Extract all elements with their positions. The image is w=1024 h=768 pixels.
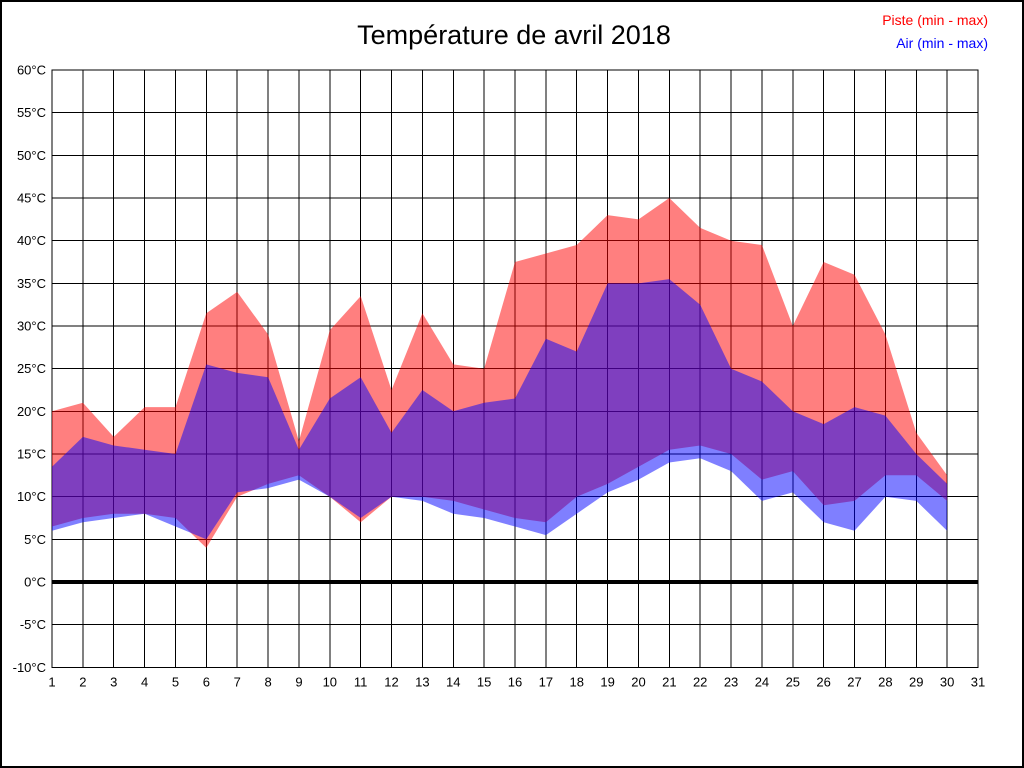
svg-text:5°C: 5°C [24,532,46,547]
svg-text:50°C: 50°C [17,148,46,163]
y-axis-labels: 60°C 55°C 50°C 45°C 40°C 35°C 30°C 25°C 20°C 15°C… [13,63,46,675]
svg-text:3: 3 [110,674,117,689]
svg-text:20: 20 [631,674,645,689]
plot-frame [51,69,979,668]
svg-text:40°C: 40°C [17,233,46,248]
svg-text:24: 24 [755,674,769,689]
legend-air-label: Air (min - max) [896,35,988,51]
svg-text:13: 13 [415,674,429,689]
svg-text:11: 11 [354,674,368,689]
x-axis-labels: 1 2 3 4 5 6 7 8 9 10 11 12 13 14 15 16 17 18 19 20 21 22 23 24 2… [48,674,985,689]
svg-text:9: 9 [295,674,302,689]
svg-text:0°C: 0°C [24,575,46,590]
svg-text:16: 16 [508,674,522,689]
svg-text:-10°C: -10°C [13,660,46,675]
svg-text:31: 31 [971,674,985,689]
svg-text:1: 1 [48,674,55,689]
svg-text:18: 18 [569,674,583,689]
svg-text:12: 12 [384,674,398,689]
svg-text:22: 22 [693,674,707,689]
svg-text:28: 28 [878,674,892,689]
svg-text:14: 14 [446,674,460,689]
svg-text:15°C: 15°C [17,447,46,462]
svg-text:15: 15 [477,674,491,689]
svg-text:21: 21 [662,674,676,689]
svg-text:-5°C: -5°C [20,617,46,632]
svg-text:45°C: 45°C [17,191,46,206]
svg-text:10: 10 [323,674,337,689]
legend-piste-label: Piste (min - max) [882,12,988,28]
svg-text:5: 5 [172,674,179,689]
svg-text:6: 6 [203,674,210,689]
svg-text:4: 4 [141,674,148,689]
svg-text:27: 27 [847,674,861,689]
svg-text:19: 19 [600,674,614,689]
chart-title: Température de avril 2018 [357,20,671,50]
svg-text:25: 25 [786,674,800,689]
svg-text:30: 30 [940,674,954,689]
svg-text:8: 8 [264,674,271,689]
svg-text:25°C: 25°C [17,361,46,376]
svg-text:35°C: 35°C [17,276,46,291]
svg-text:60°C: 60°C [17,63,46,78]
chart-legend: Piste (min - max) Air (min - max) [882,9,988,55]
svg-text:55°C: 55°C [17,105,46,120]
svg-text:30°C: 30°C [17,319,46,334]
svg-text:2: 2 [79,674,86,689]
svg-text:10°C: 10°C [17,489,46,504]
svg-text:20°C: 20°C [17,404,46,419]
svg-text:17: 17 [539,674,553,689]
svg-text:7: 7 [234,674,241,689]
svg-text:26: 26 [816,674,830,689]
svg-text:29: 29 [909,674,923,689]
svg-text:23: 23 [724,674,738,689]
air-minmax-band [52,279,948,540]
